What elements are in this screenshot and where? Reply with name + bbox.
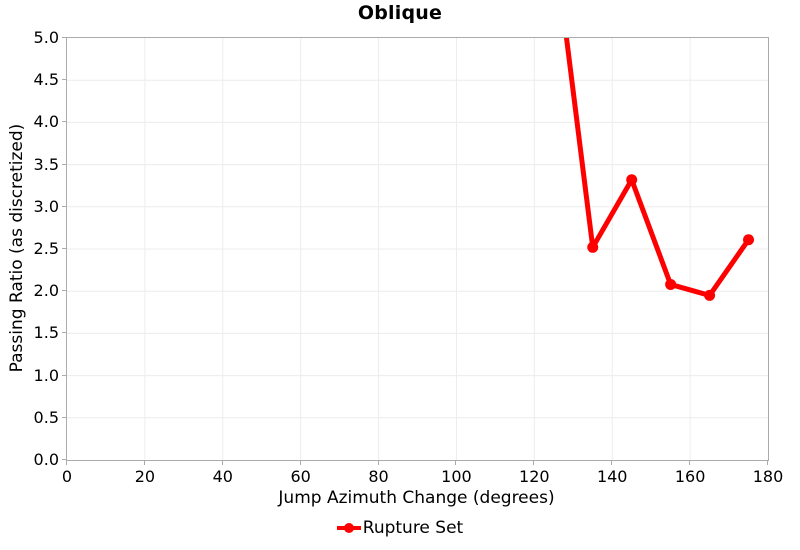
legend-line-marker-icon	[336, 521, 361, 535]
x-tick-label: 120	[519, 467, 550, 486]
x-tick-label: 100	[441, 467, 472, 486]
data-point-marker	[665, 278, 677, 290]
y-axis-title: Passing Ratio (as discretized)	[7, 123, 27, 373]
plot-canvas	[67, 38, 768, 460]
x-tick-label: 20	[134, 467, 156, 486]
x-axis-title: Jump Azimuth Change (degrees)	[278, 488, 555, 508]
data-point-marker	[704, 289, 716, 301]
plot-area	[66, 37, 769, 461]
data-point-marker	[743, 234, 755, 246]
legend-marker-dot	[343, 523, 354, 533]
y-tick-label: 0.0	[33, 450, 59, 469]
x-tick-mark	[143, 461, 145, 465]
data-point-marker	[626, 174, 638, 186]
x-tick-label: 180	[752, 467, 784, 486]
legend-label: Rupture Set	[362, 518, 464, 538]
data-point-marker	[587, 241, 599, 253]
x-tick-mark	[455, 461, 457, 465]
x-tick-label: 140	[596, 467, 628, 486]
x-tick-label: 160	[674, 467, 706, 486]
y-tick-label: 5.0	[33, 28, 59, 47]
series-line	[563, 38, 751, 298]
x-tick-mark	[689, 461, 691, 465]
x-tick-mark	[221, 461, 223, 465]
chart-title: Oblique	[357, 2, 443, 24]
legend: Rupture Set	[0, 518, 800, 538]
x-tick-label: 80	[368, 467, 389, 486]
x-tick-mark	[66, 461, 67, 465]
x-tick-label: 0	[61, 467, 73, 486]
x-tick-label: 40	[212, 467, 233, 486]
x-tick-mark	[299, 461, 301, 465]
x-tick-mark	[533, 461, 535, 465]
x-tick-mark	[767, 461, 768, 465]
x-tick-mark	[611, 461, 613, 465]
x-tick-label: 60	[290, 467, 311, 486]
x-tick-mark	[377, 461, 379, 465]
